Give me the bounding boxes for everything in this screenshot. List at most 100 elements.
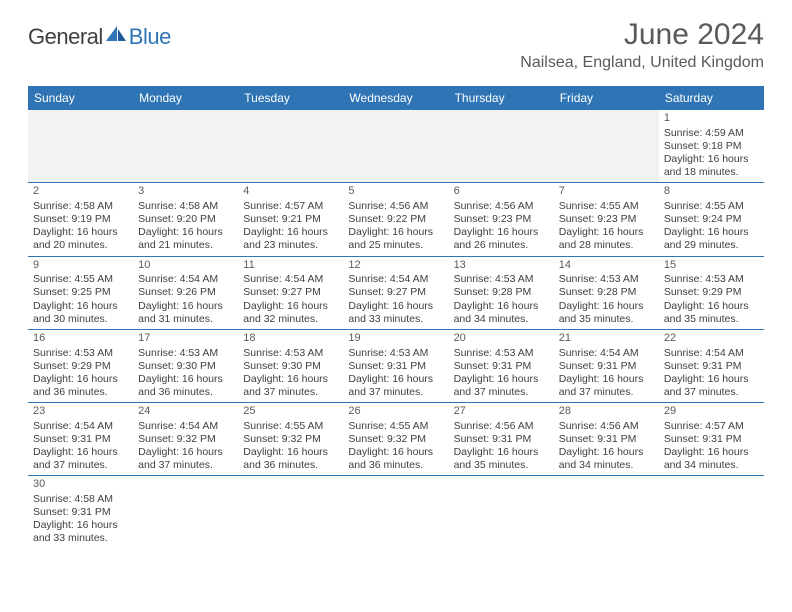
daylight-text: and 26 minutes. <box>454 239 549 252</box>
sunrise-text: Sunrise: 4:58 AM <box>138 200 233 213</box>
daylight-text: and 34 minutes. <box>559 459 654 472</box>
empty-day-cell <box>238 110 343 182</box>
day-cell: 2Sunrise: 4:58 AMSunset: 9:19 PMDaylight… <box>28 183 133 255</box>
daylight-text: Daylight: 16 hours <box>243 300 338 313</box>
day-number: 17 <box>138 332 233 346</box>
day-number: 28 <box>559 405 654 419</box>
daylight-text: Daylight: 16 hours <box>454 300 549 313</box>
sunrise-text: Sunrise: 4:54 AM <box>138 273 233 286</box>
sunrise-text: Sunrise: 4:53 AM <box>559 273 654 286</box>
day-number: 7 <box>559 185 654 199</box>
day-cell: 9Sunrise: 4:55 AMSunset: 9:25 PMDaylight… <box>28 257 133 329</box>
week-row: 30Sunrise: 4:58 AMSunset: 9:31 PMDayligh… <box>28 476 764 548</box>
sunset-text: Sunset: 9:31 PM <box>454 433 549 446</box>
daylight-text: Daylight: 16 hours <box>559 300 654 313</box>
sunrise-text: Sunrise: 4:58 AM <box>33 493 128 506</box>
sunrise-text: Sunrise: 4:54 AM <box>33 420 128 433</box>
sunrise-text: Sunrise: 4:53 AM <box>243 347 338 360</box>
empty-day-cell <box>449 476 554 548</box>
sunset-text: Sunset: 9:30 PM <box>243 360 338 373</box>
sunset-text: Sunset: 9:29 PM <box>33 360 128 373</box>
sunset-text: Sunset: 9:31 PM <box>559 433 654 446</box>
sunrise-text: Sunrise: 4:55 AM <box>348 420 443 433</box>
empty-day-cell <box>343 476 448 548</box>
sunset-text: Sunset: 9:31 PM <box>33 433 128 446</box>
sunrise-text: Sunrise: 4:57 AM <box>664 420 759 433</box>
day-number: 12 <box>348 259 443 273</box>
day-of-week-header: SundayMondayTuesdayWednesdayThursdayFrid… <box>28 87 764 110</box>
daylight-text: Daylight: 16 hours <box>454 446 549 459</box>
day-number: 16 <box>33 332 128 346</box>
day-number: 6 <box>454 185 549 199</box>
day-number: 8 <box>664 185 759 199</box>
sunrise-text: Sunrise: 4:57 AM <box>243 200 338 213</box>
day-cell: 14Sunrise: 4:53 AMSunset: 9:28 PMDayligh… <box>554 257 659 329</box>
sunset-text: Sunset: 9:31 PM <box>348 360 443 373</box>
empty-day-cell <box>554 476 659 548</box>
daylight-text: Daylight: 16 hours <box>664 226 759 239</box>
daylight-text: Daylight: 16 hours <box>138 226 233 239</box>
sunrise-text: Sunrise: 4:55 AM <box>559 200 654 213</box>
day-cell: 1Sunrise: 4:59 AMSunset: 9:18 PMDaylight… <box>659 110 764 182</box>
daylight-text: and 37 minutes. <box>454 386 549 399</box>
sunset-text: Sunset: 9:31 PM <box>664 360 759 373</box>
daylight-text: and 37 minutes. <box>243 386 338 399</box>
daylight-text: and 36 minutes. <box>243 459 338 472</box>
day-number: 9 <box>33 259 128 273</box>
daylight-text: and 32 minutes. <box>243 313 338 326</box>
sunrise-text: Sunrise: 4:54 AM <box>559 347 654 360</box>
sunrise-text: Sunrise: 4:56 AM <box>348 200 443 213</box>
daylight-text: and 23 minutes. <box>243 239 338 252</box>
daylight-text: and 36 minutes. <box>33 386 128 399</box>
daylight-text: and 31 minutes. <box>138 313 233 326</box>
sunrise-text: Sunrise: 4:58 AM <box>33 200 128 213</box>
week-row: 23Sunrise: 4:54 AMSunset: 9:31 PMDayligh… <box>28 403 764 476</box>
sunrise-text: Sunrise: 4:55 AM <box>33 273 128 286</box>
empty-day-cell <box>238 476 343 548</box>
logo-text-blue: Blue <box>129 24 171 50</box>
sunset-text: Sunset: 9:26 PM <box>138 286 233 299</box>
day-cell: 15Sunrise: 4:53 AMSunset: 9:29 PMDayligh… <box>659 257 764 329</box>
day-of-week-cell: Tuesday <box>238 87 343 110</box>
daylight-text: Daylight: 16 hours <box>454 373 549 386</box>
empty-day-cell <box>133 110 238 182</box>
sunrise-text: Sunrise: 4:53 AM <box>348 347 443 360</box>
day-cell: 17Sunrise: 4:53 AMSunset: 9:30 PMDayligh… <box>133 330 238 402</box>
day-of-week-cell: Sunday <box>28 87 133 110</box>
daylight-text: and 35 minutes. <box>454 459 549 472</box>
day-number: 30 <box>33 478 128 492</box>
daylight-text: and 18 minutes. <box>664 166 759 179</box>
sunrise-text: Sunrise: 4:59 AM <box>664 127 759 140</box>
day-number: 13 <box>454 259 549 273</box>
sunset-text: Sunset: 9:32 PM <box>243 433 338 446</box>
daylight-text: Daylight: 16 hours <box>664 300 759 313</box>
sunset-text: Sunset: 9:31 PM <box>559 360 654 373</box>
daylight-text: Daylight: 16 hours <box>138 300 233 313</box>
sunset-text: Sunset: 9:25 PM <box>33 286 128 299</box>
daylight-text: and 34 minutes. <box>454 313 549 326</box>
day-number: 2 <box>33 185 128 199</box>
day-number: 19 <box>348 332 443 346</box>
day-number: 15 <box>664 259 759 273</box>
logo-sail-icon <box>106 26 128 49</box>
daylight-text: and 25 minutes. <box>348 239 443 252</box>
daylight-text: Daylight: 16 hours <box>664 153 759 166</box>
sunset-text: Sunset: 9:27 PM <box>243 286 338 299</box>
day-cell: 21Sunrise: 4:54 AMSunset: 9:31 PMDayligh… <box>554 330 659 402</box>
week-row: 2Sunrise: 4:58 AMSunset: 9:19 PMDaylight… <box>28 183 764 256</box>
day-number: 24 <box>138 405 233 419</box>
daylight-text: and 37 minutes. <box>138 459 233 472</box>
day-cell: 23Sunrise: 4:54 AMSunset: 9:31 PMDayligh… <box>28 403 133 475</box>
sunset-text: Sunset: 9:20 PM <box>138 213 233 226</box>
day-number: 5 <box>348 185 443 199</box>
sunset-text: Sunset: 9:21 PM <box>243 213 338 226</box>
day-cell: 3Sunrise: 4:58 AMSunset: 9:20 PMDaylight… <box>133 183 238 255</box>
daylight-text: Daylight: 16 hours <box>138 446 233 459</box>
daylight-text: and 33 minutes. <box>33 532 128 545</box>
sunrise-text: Sunrise: 4:53 AM <box>138 347 233 360</box>
day-cell: 4Sunrise: 4:57 AMSunset: 9:21 PMDaylight… <box>238 183 343 255</box>
day-of-week-cell: Saturday <box>659 87 764 110</box>
daylight-text: Daylight: 16 hours <box>243 373 338 386</box>
day-cell: 12Sunrise: 4:54 AMSunset: 9:27 PMDayligh… <box>343 257 448 329</box>
day-cell: 16Sunrise: 4:53 AMSunset: 9:29 PMDayligh… <box>28 330 133 402</box>
